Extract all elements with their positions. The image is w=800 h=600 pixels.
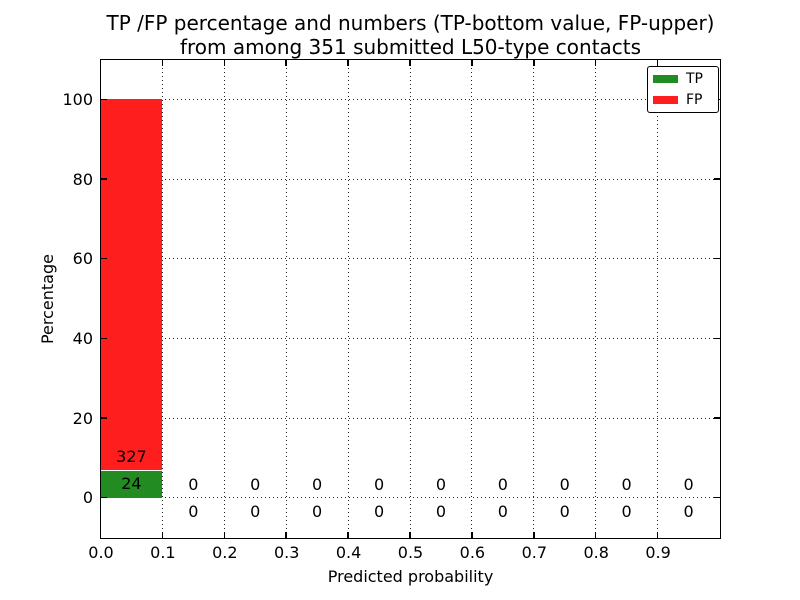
xtick-bottom bbox=[285, 531, 287, 538]
legend: TP FP bbox=[647, 66, 719, 113]
tp-count-label: 0 bbox=[559, 501, 570, 521]
fp-count-label: 0 bbox=[435, 474, 447, 494]
chart-title-line2: from among 351 submitted L50-type contac… bbox=[179, 35, 642, 59]
fp-count-label: 327 bbox=[116, 447, 147, 467]
xtick-label-0.6: 0.6 bbox=[459, 543, 486, 562]
xtick-label-0.3: 0.3 bbox=[273, 543, 300, 562]
fp-count-label: 0 bbox=[373, 474, 385, 494]
xtick-label-0.9: 0.9 bbox=[645, 543, 671, 562]
ytick-right bbox=[713, 257, 720, 260]
ytick-right bbox=[713, 496, 720, 499]
legend-row-tp: TP bbox=[653, 68, 718, 89]
xtick-label-0.0: 0.0 bbox=[88, 543, 114, 562]
gridline-x-0.6 bbox=[471, 59, 473, 538]
fp-count-label: 0 bbox=[559, 474, 570, 494]
legend-label-fp: FP bbox=[686, 91, 703, 108]
gridline-x-0.9 bbox=[657, 59, 659, 538]
xtick-label-0.2: 0.2 bbox=[212, 543, 238, 562]
tp-count-label: 0 bbox=[497, 501, 508, 521]
ytick-right bbox=[713, 337, 720, 340]
xtick-label-0.1: 0.1 bbox=[150, 543, 176, 562]
xtick-label-0.5: 0.5 bbox=[397, 543, 424, 562]
tp-count-label: 0 bbox=[188, 501, 199, 521]
xtick-bottom bbox=[656, 531, 659, 538]
legend-label-tp: TP bbox=[686, 70, 703, 87]
ytick-left bbox=[100, 178, 107, 180]
xtick-bottom bbox=[594, 531, 597, 538]
xtick-top bbox=[533, 59, 535, 66]
ytick-right bbox=[713, 417, 720, 419]
xtick-top bbox=[161, 59, 164, 66]
xtick-bottom bbox=[161, 531, 164, 538]
xtick-label-0.8: 0.8 bbox=[583, 543, 609, 562]
ytick-label-40: 40 bbox=[72, 328, 93, 348]
xtick-top bbox=[347, 59, 349, 66]
xtick-bottom bbox=[223, 531, 226, 538]
ytick-label-20: 20 bbox=[72, 408, 93, 428]
bar-tp bbox=[100, 470, 163, 498]
gridline-x-0.8 bbox=[595, 59, 597, 538]
fp-count-label: 0 bbox=[497, 474, 508, 494]
x-axis-label: Predicted probability bbox=[327, 567, 494, 586]
gridline-x-0.3 bbox=[285, 59, 287, 538]
ytick-label-80: 80 bbox=[72, 169, 93, 189]
bar-fp bbox=[100, 99, 163, 471]
xtick-top bbox=[656, 59, 659, 66]
ytick-left bbox=[100, 257, 107, 260]
xtick-bottom bbox=[471, 531, 473, 538]
fp-color-swatch bbox=[653, 95, 678, 104]
fp-count-label: 0 bbox=[683, 474, 694, 494]
ytick-label-60: 60 bbox=[72, 249, 93, 269]
fp-count-label: 0 bbox=[312, 474, 323, 494]
xtick-bottom bbox=[533, 531, 535, 538]
fp-count-label: 0 bbox=[250, 474, 261, 494]
ytick-left bbox=[100, 98, 107, 101]
tp-count-label: 0 bbox=[250, 501, 261, 521]
xtick-bottom bbox=[99, 531, 102, 538]
ytick-left bbox=[100, 417, 107, 419]
ytick-label-100: 100 bbox=[62, 89, 93, 109]
ytick-right bbox=[713, 178, 720, 180]
xtick-top bbox=[223, 59, 226, 66]
gridline-x-0.2 bbox=[223, 59, 225, 538]
gridline-x-0.7 bbox=[533, 59, 535, 538]
tp-count-label: 24 bbox=[121, 474, 142, 494]
ytick-left bbox=[100, 496, 107, 499]
fp-count-label: 0 bbox=[188, 474, 199, 494]
legend-row-fp: FP bbox=[653, 89, 718, 110]
xtick-top bbox=[99, 59, 102, 66]
xtick-top bbox=[285, 59, 287, 66]
gridline-x-0.1 bbox=[161, 59, 163, 538]
xtick-bottom bbox=[409, 531, 411, 538]
tp-count-label: 0 bbox=[621, 501, 632, 521]
xtick-label-0.4: 0.4 bbox=[335, 543, 362, 562]
ytick-left bbox=[100, 337, 107, 340]
tp-color-swatch bbox=[653, 74, 678, 83]
tp-count-label: 0 bbox=[435, 501, 447, 521]
tp-count-label: 0 bbox=[373, 501, 385, 521]
xtick-bottom bbox=[347, 531, 349, 538]
gridline-x-0.5 bbox=[409, 59, 411, 538]
gridline-x-0.4 bbox=[347, 59, 349, 538]
chart-title-line1: TP /FP percentage and numbers (TP-bottom… bbox=[106, 11, 715, 35]
xtick-top bbox=[471, 59, 473, 66]
fp-count-label: 0 bbox=[621, 474, 632, 494]
tp-count-label: 0 bbox=[312, 501, 323, 521]
plot-area: 327 24 0 0 0 0 0 0 0 0 0 0 0 0 0 0 0 0 0 0 bbox=[99, 58, 721, 539]
xtick-top bbox=[409, 59, 411, 66]
xtick-top bbox=[594, 59, 597, 66]
y-axis-label: Percentage bbox=[38, 254, 57, 345]
tp-count-label: 0 bbox=[683, 501, 694, 521]
ytick-label-0: 0 bbox=[82, 488, 93, 508]
xtick-label-0.7: 0.7 bbox=[521, 543, 548, 562]
